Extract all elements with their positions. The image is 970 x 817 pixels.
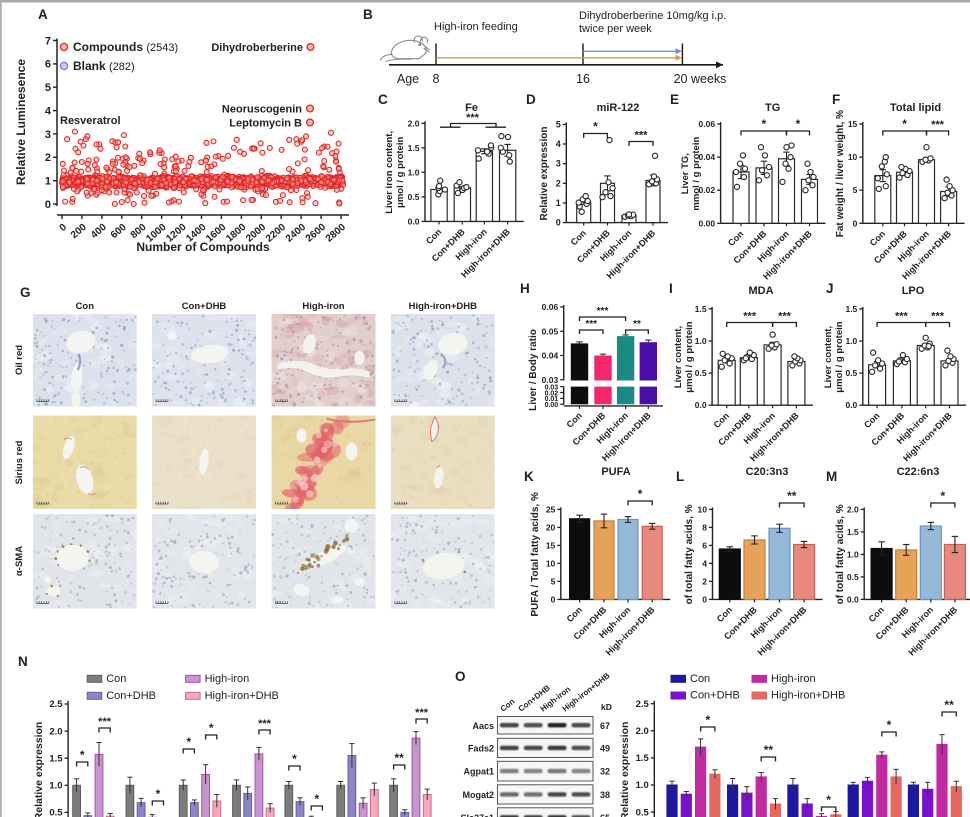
svg-text:F: F <box>832 92 840 107</box>
svg-text:C: C <box>378 92 388 107</box>
svg-text:7: 7 <box>45 35 51 47</box>
svg-text:Relative Luminesence: Relative Luminesence <box>14 59 28 185</box>
svg-text:G: G <box>20 285 31 300</box>
svg-text:0.04: 0.04 <box>699 152 716 162</box>
svg-text:2: 2 <box>45 152 51 164</box>
svg-text:3: 3 <box>556 159 561 169</box>
svg-text:Liver iron content,: Liver iron content, <box>384 131 395 214</box>
svg-text:Con: Con <box>76 301 95 312</box>
svg-text:Number of Compounds: Number of Compounds <box>136 240 270 254</box>
svg-text:High-iron+DHB: High-iron+DHB <box>409 301 477 312</box>
svg-text:E: E <box>670 92 679 107</box>
svg-text:Fat weight / liver weight, %: Fat weight / liver weight, % <box>835 110 846 237</box>
svg-text:High-iron: High-iron <box>302 301 344 312</box>
svg-text:Dihydroberberine: Dihydroberberine <box>211 42 303 54</box>
svg-text:***: *** <box>466 112 480 124</box>
svg-text:Blank (282): Blank (282) <box>73 59 135 73</box>
svg-text:*: * <box>761 117 766 131</box>
svg-text:Dihydroberberine 10mg/kg i.p.: Dihydroberberine 10mg/kg i.p. <box>579 10 726 22</box>
svg-text:mmol / g protein: mmol / g protein <box>691 137 702 211</box>
svg-text:6: 6 <box>45 59 51 71</box>
svg-text:*: * <box>902 117 907 131</box>
svg-text:Compounds (2543): Compounds (2543) <box>73 40 178 54</box>
svg-text:15: 15 <box>848 119 858 129</box>
svg-text:B: B <box>363 7 373 22</box>
svg-text:1.0: 1.0 <box>408 167 420 177</box>
svg-text:Fe: Fe <box>465 102 478 114</box>
svg-text:4: 4 <box>556 139 561 149</box>
svg-text:5: 5 <box>556 119 561 129</box>
svg-text:*: * <box>796 117 801 131</box>
svg-text:Sirius red: Sirius red <box>14 440 25 484</box>
svg-text:Total lipid: Total lipid <box>890 102 941 114</box>
svg-text:μmol / g protein: μmol / g protein <box>395 137 406 208</box>
svg-text:5: 5 <box>853 185 858 195</box>
svg-text:2.0: 2.0 <box>408 118 420 128</box>
svg-text:16: 16 <box>576 72 590 86</box>
svg-text:2: 2 <box>556 178 561 188</box>
svg-text:Relative expression: Relative expression <box>539 127 550 221</box>
svg-text:4: 4 <box>45 105 52 117</box>
svg-text:Leptomycin B: Leptomycin B <box>229 118 302 130</box>
svg-text:Resveratrol: Resveratrol <box>60 115 121 127</box>
svg-text:D: D <box>526 92 536 107</box>
svg-text:miR-122: miR-122 <box>597 102 640 114</box>
svg-text:1.5: 1.5 <box>408 143 420 153</box>
svg-text:***: *** <box>635 130 649 142</box>
svg-text:1: 1 <box>45 176 51 188</box>
svg-text:α-SMA: α-SMA <box>14 546 25 576</box>
svg-text:Con+DHB: Con+DHB <box>182 301 227 312</box>
svg-text:10: 10 <box>848 152 858 162</box>
svg-text:Age: Age <box>397 72 419 86</box>
svg-text:0.00: 0.00 <box>699 218 716 228</box>
svg-text:Oil red: Oil red <box>14 345 25 375</box>
svg-text:20 weeks: 20 weeks <box>674 72 727 86</box>
svg-text:High-iron feeding: High-iron feeding <box>434 21 518 33</box>
svg-text:3: 3 <box>45 129 51 141</box>
svg-text:8: 8 <box>433 72 440 86</box>
svg-text:0: 0 <box>556 218 561 228</box>
svg-text:0: 0 <box>58 222 70 234</box>
svg-text:A: A <box>38 7 48 22</box>
svg-text:TG: TG <box>765 102 780 114</box>
svg-text:*: * <box>593 120 598 134</box>
svg-text:0.5: 0.5 <box>408 192 420 202</box>
svg-text:Liver TG,: Liver TG, <box>680 153 691 194</box>
svg-text:0.0: 0.0 <box>408 216 420 226</box>
svg-text:0.06: 0.06 <box>699 119 716 129</box>
svg-text:0.02: 0.02 <box>699 185 716 195</box>
svg-text:0: 0 <box>45 199 51 211</box>
svg-text:1: 1 <box>556 198 561 208</box>
svg-text:Neoruscogenin: Neoruscogenin <box>222 104 302 116</box>
svg-text:0: 0 <box>853 218 858 228</box>
svg-text:5: 5 <box>45 82 51 94</box>
svg-text:twice per week: twice per week <box>579 23 652 35</box>
svg-text:***: *** <box>931 119 945 131</box>
